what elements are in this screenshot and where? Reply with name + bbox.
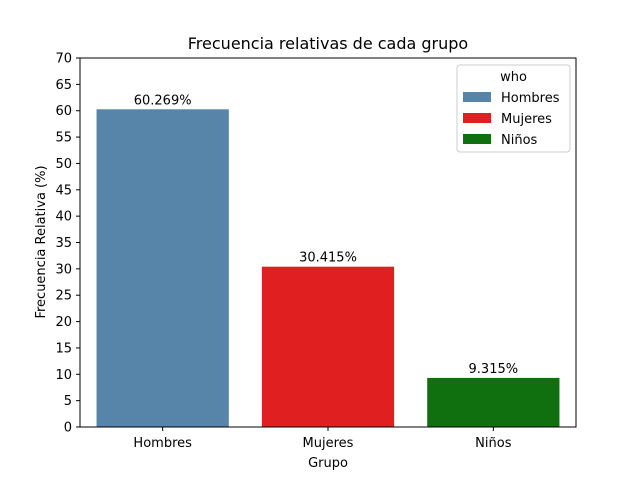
y-axis-label: Frecuencia Relativa (%) xyxy=(34,165,49,318)
plot-area: 60.269% Hombres 30.415% Mujeres 9.315% Niños 0… xyxy=(55,52,577,451)
data-label-niños: 9.315% xyxy=(469,362,519,377)
y-tick-label: 25 xyxy=(55,289,72,304)
y-tick-label: 50 xyxy=(55,157,72,172)
bar-hombres xyxy=(96,109,229,428)
y-tick-label: 20 xyxy=(55,315,72,330)
y-tick-label: 60 xyxy=(55,104,72,119)
bar-niños xyxy=(427,377,560,427)
legend-entry-mujeres: Mujeres xyxy=(501,112,552,127)
y-tick-label: 30 xyxy=(55,262,72,277)
data-label-mujeres: 30.415% xyxy=(299,251,357,266)
x-tick-label: Hombres xyxy=(133,436,192,451)
axes-frame xyxy=(79,57,577,428)
bar-mujeres xyxy=(261,266,395,427)
legend-swatch-hombres xyxy=(463,92,491,102)
y-tick-label: 0 xyxy=(64,421,72,436)
y-tick-label: 45 xyxy=(55,183,72,198)
y-tick-label: 10 xyxy=(55,368,72,383)
y-tick-label: 65 xyxy=(55,78,72,93)
y-tick-label: 15 xyxy=(55,341,72,356)
y-tick-label: 40 xyxy=(55,210,72,225)
legend-title: who xyxy=(500,70,527,85)
legend-entry-niños: Niños xyxy=(501,133,538,148)
y-tick-label: 55 xyxy=(55,131,72,146)
data-label-hombres: 60.269% xyxy=(134,93,192,108)
y-tick-label: 70 xyxy=(55,52,72,67)
x-tick-label: Mujeres xyxy=(303,436,354,451)
x-tick-label: Niños xyxy=(475,436,512,451)
y-tick-label: 5 xyxy=(64,394,72,409)
x-axis-label: Grupo xyxy=(308,456,348,471)
y-tick-label: 35 xyxy=(55,236,72,251)
legend-entry-hombres: Hombres xyxy=(501,91,560,106)
legend-swatch-niños xyxy=(463,134,491,144)
legend: who Hombres Mujeres Niños xyxy=(456,64,571,153)
chart-title: Frecuencia relativas de cada grupo xyxy=(188,34,468,53)
legend-swatch-mujeres xyxy=(463,113,491,123)
legend-box xyxy=(456,64,571,153)
